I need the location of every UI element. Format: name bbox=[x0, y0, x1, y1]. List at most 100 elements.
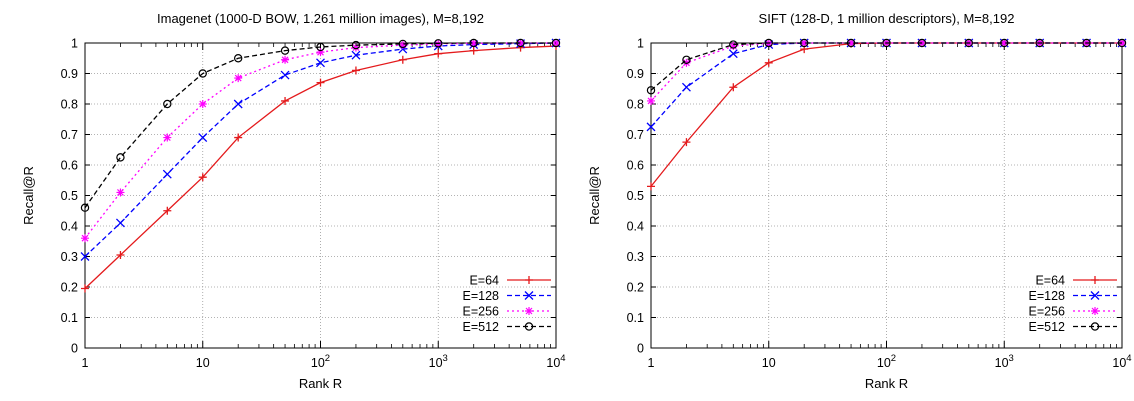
legend-entry-E=512: E=512 bbox=[463, 320, 551, 334]
y-tick-label: 0.2 bbox=[61, 281, 78, 295]
y-tick-label: 0.6 bbox=[61, 159, 78, 173]
data-point bbox=[729, 40, 738, 49]
data-point bbox=[316, 78, 325, 87]
data-point bbox=[647, 182, 655, 191]
series-E=512 bbox=[80, 38, 561, 212]
x-tick-exponent: 4 bbox=[560, 353, 565, 364]
data-point bbox=[81, 234, 89, 243]
data-point bbox=[115, 218, 125, 228]
data-point bbox=[1000, 38, 1009, 48]
y-axis-label: Recall@R bbox=[21, 166, 36, 225]
y-tick-label: 0.6 bbox=[627, 159, 644, 173]
x-tick-label: 103 bbox=[429, 353, 448, 370]
data-point bbox=[163, 99, 172, 109]
y-tick-label: 0.8 bbox=[627, 98, 644, 112]
data-point bbox=[316, 48, 325, 57]
legend-entry-E=512: E=512 bbox=[1029, 320, 1117, 334]
y-tick-label: 0.7 bbox=[627, 128, 644, 142]
series-E=512 bbox=[646, 38, 1127, 95]
x-tick-base: 10 bbox=[546, 356, 560, 370]
data-point bbox=[469, 39, 478, 48]
data-point bbox=[469, 46, 478, 55]
legend-marker bbox=[525, 276, 533, 284]
legend-label: E=128 bbox=[1029, 289, 1066, 303]
legend-label: E=512 bbox=[1029, 320, 1066, 334]
data-point bbox=[1035, 38, 1044, 48]
legend-label: E=64 bbox=[1035, 274, 1065, 288]
data-point bbox=[516, 39, 525, 47]
data-point bbox=[116, 250, 125, 259]
data-point bbox=[882, 38, 891, 48]
data-point bbox=[434, 49, 443, 58]
chart-panel-1: Imagenet (1000-D BOW, 1.261 million imag… bbox=[21, 11, 566, 391]
legend-label: E=256 bbox=[1029, 305, 1066, 319]
legend-marker bbox=[1090, 322, 1100, 331]
x-tick-base: 10 bbox=[877, 356, 891, 370]
data-point bbox=[764, 38, 773, 48]
data-point bbox=[280, 46, 290, 55]
data-point bbox=[81, 284, 89, 293]
y-tick-label: 0.1 bbox=[61, 311, 78, 325]
chart-title: Imagenet (1000-D BOW, 1.261 million imag… bbox=[157, 11, 484, 26]
series-line bbox=[650, 42, 1122, 91]
y-tick-label: 0.8 bbox=[61, 98, 78, 112]
data-point bbox=[234, 133, 243, 142]
x-tick-exponent: 3 bbox=[1009, 353, 1014, 364]
data-point bbox=[434, 39, 443, 48]
x-tick-label: 104 bbox=[546, 353, 565, 370]
x-tick-exponent: 4 bbox=[1126, 353, 1131, 364]
y-tick-label: 1 bbox=[637, 37, 644, 51]
y-tick-label: 0.5 bbox=[61, 189, 78, 203]
series-E=64 bbox=[81, 42, 560, 293]
series-line bbox=[84, 42, 557, 257]
data-point bbox=[682, 138, 691, 147]
data-point bbox=[846, 38, 856, 48]
x-tick-label: 103 bbox=[995, 353, 1014, 370]
x-tick-exponent: 2 bbox=[891, 353, 896, 364]
x-tick-exponent: 2 bbox=[325, 353, 330, 364]
x-tick-base: 10 bbox=[311, 356, 325, 370]
data-point bbox=[351, 43, 360, 52]
x-tick-base: 10 bbox=[762, 356, 776, 370]
data-point bbox=[800, 39, 809, 47]
data-point bbox=[729, 42, 738, 51]
y-tick-label: 0 bbox=[637, 342, 644, 356]
x-tick-label: 1 bbox=[648, 356, 655, 370]
data-point bbox=[647, 96, 655, 105]
data-point bbox=[917, 38, 927, 48]
chart-title: SIFT (128-D, 1 million descriptors), M=8… bbox=[759, 11, 1015, 26]
data-point bbox=[646, 86, 656, 95]
y-tick-label: 0 bbox=[71, 342, 78, 356]
data-point bbox=[198, 100, 207, 108]
x-tick-base: 10 bbox=[196, 356, 210, 370]
data-point bbox=[162, 169, 172, 179]
data-point bbox=[728, 49, 738, 59]
data-point bbox=[764, 58, 773, 67]
legend-marker bbox=[1091, 276, 1099, 284]
data-point bbox=[646, 122, 656, 132]
x-tick-exponent: 3 bbox=[443, 353, 448, 364]
x-tick-label: 1 bbox=[82, 356, 89, 370]
legend-marker bbox=[524, 291, 534, 300]
series-line bbox=[650, 42, 1122, 102]
data-point bbox=[163, 206, 172, 215]
y-axis-label: Recall@R bbox=[587, 166, 602, 225]
data-point bbox=[233, 99, 243, 109]
x-tick-base: 10 bbox=[1112, 356, 1126, 370]
legend-label: E=256 bbox=[463, 305, 500, 319]
legend-marker bbox=[1090, 291, 1100, 300]
data-point bbox=[551, 38, 561, 48]
x-tick-label: 10 bbox=[196, 356, 210, 370]
y-tick-label: 0.7 bbox=[61, 128, 78, 142]
legend-entry-E=256: E=256 bbox=[1029, 305, 1117, 319]
legend-label: E=512 bbox=[463, 320, 500, 334]
data-point bbox=[233, 54, 243, 63]
data-point bbox=[163, 133, 172, 142]
x-tick-label: 102 bbox=[311, 353, 330, 370]
series-E=128 bbox=[80, 38, 561, 261]
data-point bbox=[116, 153, 125, 162]
data-point bbox=[316, 58, 325, 68]
x-tick-base: 10 bbox=[429, 356, 443, 370]
data-point bbox=[682, 55, 691, 64]
data-point bbox=[198, 69, 207, 78]
